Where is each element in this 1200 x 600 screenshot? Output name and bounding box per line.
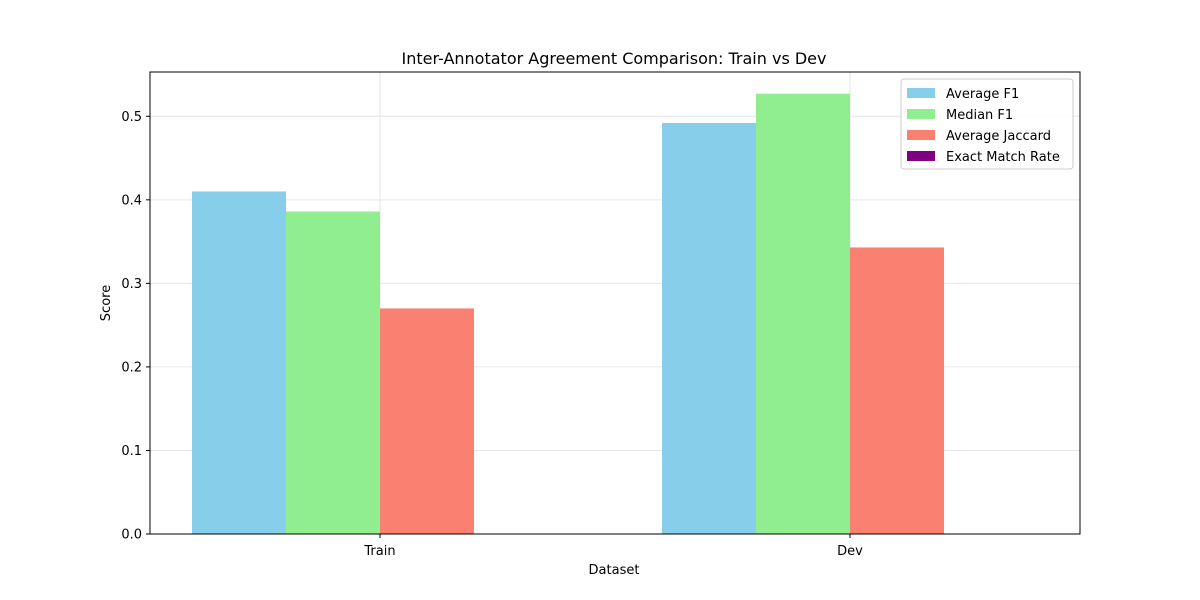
legend: Average F1 Median F1 Average Jaccard Exact … [900, 78, 1074, 170]
legend-entry: Exact Match Rate [946, 150, 1060, 165]
chart-title: Inter-Annotator Agreement Comparison: Tr… [402, 49, 827, 68]
bar-median-f1-train [286, 211, 380, 534]
plot-frame [149, 71, 1081, 535]
legend-entry: Median F1 [946, 108, 1013, 123]
y-tick-label: 0.3 [121, 277, 142, 292]
bar-average-f1-dev [662, 122, 756, 534]
bar-average-jaccard-dev [850, 247, 944, 534]
legend-swatch [907, 130, 935, 140]
legend-swatch [907, 109, 935, 119]
bars [192, 93, 944, 534]
legend-entry: Average F1 [946, 87, 1019, 102]
y-axis-label: Score [99, 285, 114, 321]
bar-average-f1-train [192, 191, 286, 534]
y-tick-label: 0.2 [121, 360, 142, 375]
y-tick-label: 0.0 [121, 528, 142, 543]
y-tick-label: 0.1 [121, 444, 142, 459]
legend-box [900, 78, 1074, 170]
x-tick-label: Train [363, 544, 395, 559]
x-axis-label: Dataset [589, 563, 640, 578]
x-tick-label: Dev [837, 544, 863, 559]
legend-entry: Average Jaccard [946, 129, 1051, 144]
y-tick-label: 0.5 [121, 110, 142, 125]
y-tick-label: 0.4 [121, 193, 142, 208]
y-axis: 0.0 0.1 0.2 0.3 0.4 0.5 [121, 110, 150, 543]
bar-median-f1-dev [756, 93, 850, 534]
legend-swatch [907, 88, 935, 98]
bar-average-jaccard-train [380, 308, 474, 534]
x-axis: Train Dev [363, 534, 863, 559]
legend-swatch [907, 151, 935, 161]
